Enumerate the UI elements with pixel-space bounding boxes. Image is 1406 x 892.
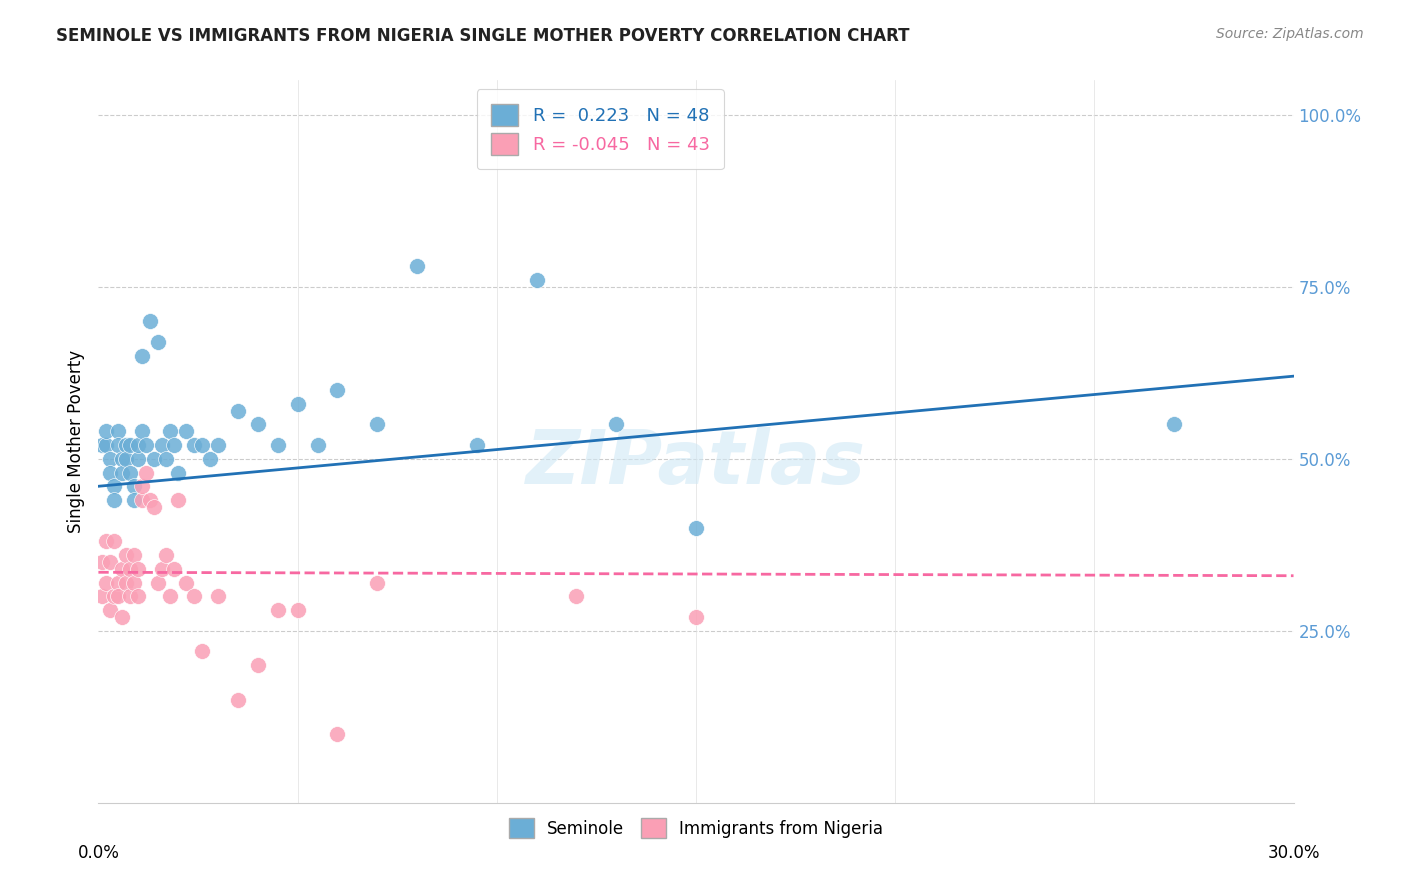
Point [148, 575, 170, 590]
Point [174, 424, 197, 438]
Point [98, 603, 122, 617]
Point [287, 603, 309, 617]
Point [148, 334, 170, 349]
Point [183, 438, 205, 452]
Point [115, 451, 138, 466]
Point [143, 500, 166, 514]
Point [124, 479, 146, 493]
Point [465, 438, 488, 452]
Text: 0.0%: 0.0% [77, 845, 120, 863]
Point [115, 575, 138, 590]
Point [120, 562, 142, 576]
Point [111, 466, 134, 480]
Point [120, 590, 142, 604]
Point [526, 273, 548, 287]
Point [143, 451, 166, 466]
Point [98, 451, 122, 466]
Point [267, 438, 290, 452]
Point [139, 493, 162, 508]
Point [98, 466, 122, 480]
Point [127, 451, 149, 466]
Point [191, 438, 214, 452]
Point [183, 590, 205, 604]
Point [127, 438, 149, 452]
Point [155, 451, 177, 466]
Point [226, 403, 249, 417]
Point [685, 610, 707, 624]
Point [115, 438, 138, 452]
Point [91, 555, 114, 569]
Point [605, 417, 627, 432]
Point [103, 534, 125, 549]
Point [96, 575, 118, 590]
Point [287, 397, 309, 411]
Point [167, 466, 190, 480]
Point [98, 555, 122, 569]
Point [198, 451, 221, 466]
Point [107, 575, 129, 590]
Point [150, 438, 173, 452]
Legend: Seminole, Immigrants from Nigeria: Seminole, Immigrants from Nigeria [502, 812, 890, 845]
Point [107, 438, 129, 452]
Point [111, 451, 134, 466]
Point [366, 575, 388, 590]
Point [131, 424, 153, 438]
Point [167, 493, 190, 508]
Point [267, 603, 290, 617]
Point [163, 438, 186, 452]
Point [207, 438, 229, 452]
Text: 30.0%: 30.0% [1267, 845, 1320, 863]
Point [135, 438, 157, 452]
Point [155, 548, 177, 562]
Point [131, 479, 153, 493]
Text: SEMINOLE VS IMMIGRANTS FROM NIGERIA SINGLE MOTHER POVERTY CORRELATION CHART: SEMINOLE VS IMMIGRANTS FROM NIGERIA SING… [56, 27, 910, 45]
Point [111, 562, 134, 576]
Point [120, 438, 142, 452]
Point [103, 479, 125, 493]
Point [127, 590, 149, 604]
Point [246, 417, 269, 432]
Point [207, 590, 229, 604]
Point [685, 520, 707, 534]
Point [107, 590, 129, 604]
Point [127, 562, 149, 576]
Point [115, 548, 138, 562]
Point [150, 562, 173, 576]
Point [326, 727, 349, 741]
Point [159, 590, 181, 604]
Point [96, 438, 118, 452]
Point [1163, 417, 1185, 432]
Point [246, 658, 269, 673]
Text: Source: ZipAtlas.com: Source: ZipAtlas.com [1216, 27, 1364, 41]
Point [91, 590, 114, 604]
Point [91, 438, 114, 452]
Point [96, 534, 118, 549]
Point [131, 349, 153, 363]
Point [107, 424, 129, 438]
Point [111, 610, 134, 624]
Point [139, 314, 162, 328]
Point [226, 692, 249, 706]
Point [96, 424, 118, 438]
Point [120, 466, 142, 480]
Point [159, 424, 181, 438]
Point [406, 259, 429, 273]
Point [103, 493, 125, 508]
Point [124, 548, 146, 562]
Point [124, 493, 146, 508]
Point [565, 590, 588, 604]
Y-axis label: Single Mother Poverty: Single Mother Poverty [66, 350, 84, 533]
Point [163, 562, 186, 576]
Point [131, 493, 153, 508]
Point [135, 466, 157, 480]
Point [174, 575, 197, 590]
Point [103, 590, 125, 604]
Point [366, 417, 388, 432]
Point [124, 575, 146, 590]
Text: ZIPatlas: ZIPatlas [526, 426, 866, 500]
Point [307, 438, 329, 452]
Point [191, 644, 214, 658]
Point [326, 383, 349, 397]
